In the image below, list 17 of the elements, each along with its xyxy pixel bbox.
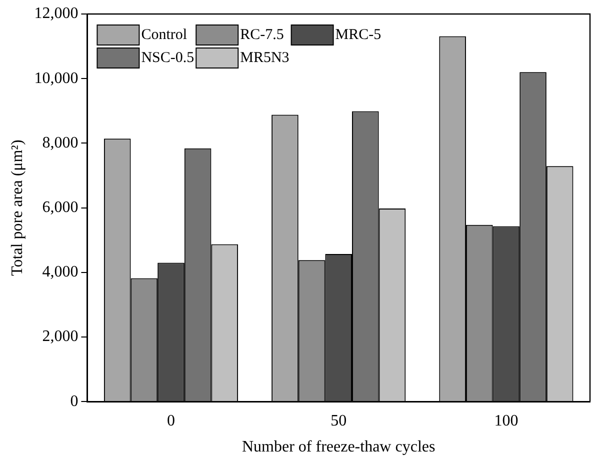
x-tick-label: 0 [167,412,175,430]
legend-label: MR5N3 [240,50,290,66]
x-tick-label: 50 [330,412,347,430]
legend-label: MRC-5 [335,26,382,43]
x-tick-label: 100 [494,412,518,430]
x-axis-title: Number of freeze-thaw cycles [242,438,436,456]
y-tick-label: 10,000 [34,70,78,87]
y-tick-label: 8,000 [42,134,78,152]
y-tick-label: 6,000 [42,199,78,216]
legend-label: Control [141,26,188,43]
y-tick-label: 4,000 [42,264,78,281]
y-tick-label: 0 [70,392,78,410]
legend-label: NSC-0.5 [141,50,194,66]
y-axis-title: Total pore area (μm²) [8,140,26,276]
y-tick-label: 2,000 [42,328,78,346]
y-tick-label: 12,000 [34,5,78,22]
legend-label: RC-7.5 [240,26,284,43]
